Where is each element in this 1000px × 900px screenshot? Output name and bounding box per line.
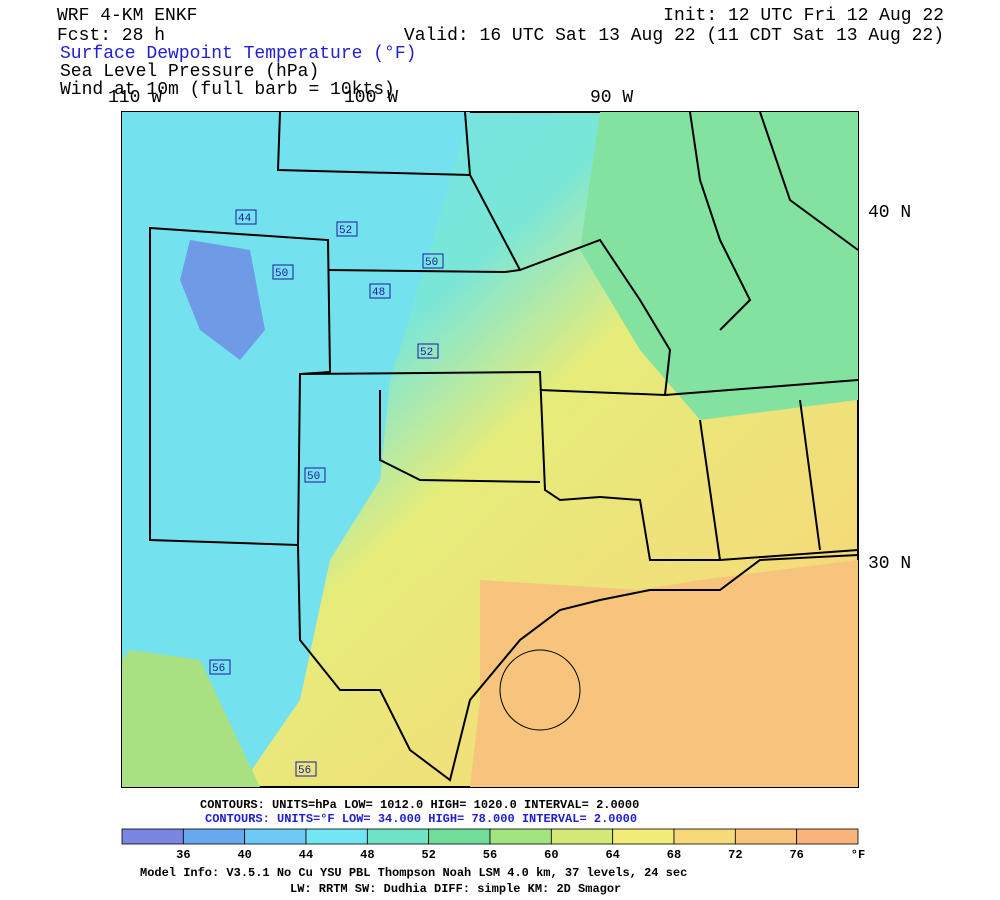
colorbar-unit: °F <box>851 848 865 862</box>
color-box <box>428 828 491 845</box>
colorbar-tick-label: 76 <box>789 848 803 862</box>
contour-info: CONTOURS: UNITS=hPa LOW= 1012.0 HIGH= 10… <box>200 798 639 812</box>
contour-label: 56 <box>212 663 225 675</box>
valid-time: Valid: 16 UTC Sat 13 Aug 22 (11 CDT Sat … <box>404 26 944 46</box>
color-box <box>489 828 552 845</box>
color-box <box>121 828 184 845</box>
contour-labels: 44 52 50 50 48 52 50 56 56 <box>209 209 444 777</box>
contour-label: 50 <box>307 471 320 483</box>
colorbar-tick-label: 64 <box>605 848 619 862</box>
lat-label: 30 N <box>868 554 911 574</box>
model-info: Model Info: V3.5.1 No Cu YSU PBL Thompso… <box>140 866 687 880</box>
model-name: WRF 4-KM ENKF <box>57 6 197 26</box>
color-box <box>305 828 368 845</box>
lat-label: 40 N <box>868 203 911 223</box>
lon-label: 90 W <box>590 88 633 108</box>
color-box <box>734 828 798 845</box>
init-time: Init: 12 UTC Fri 12 Aug 22 <box>663 6 944 26</box>
color-box <box>366 828 430 845</box>
contour-label: 56 <box>298 765 311 777</box>
forecast-hour: Fcst: 28 h <box>57 26 165 46</box>
color-box <box>182 828 246 845</box>
colorbar-tick-label: 72 <box>728 848 742 862</box>
color-box <box>244 828 307 845</box>
lon-label: 110 W <box>108 88 162 108</box>
lon-label: 100 W <box>344 88 398 108</box>
contour-label: 52 <box>339 225 352 237</box>
contour-label: 50 <box>275 268 288 280</box>
colorbar-tick-label: 60 <box>544 848 558 862</box>
colorbar-tick-label: 36 <box>176 848 190 862</box>
colorbar-tick-label: 44 <box>299 848 313 862</box>
colorbar-tick-label: 68 <box>667 848 681 862</box>
field-name: Surface Dewpoint Temperature (°F) <box>60 44 416 64</box>
field-name: Wind at 10m (full barb = 10kts) <box>60 80 395 100</box>
colorbar: 36 40 44 48 52 56 60 64 68 72 76 °F <box>121 828 865 862</box>
colorbar-tick-label: 52 <box>421 848 435 862</box>
contour-label: 44 <box>238 213 252 225</box>
colorbar-tick-label: 48 <box>360 848 374 862</box>
colorbar-tick-label: 40 <box>237 848 251 862</box>
contour-label: 52 <box>420 347 433 359</box>
contour-label: 50 <box>425 257 438 269</box>
map: 44 52 50 50 48 52 50 56 56 <box>121 111 859 788</box>
colorbar-tick-label: 56 <box>483 848 497 862</box>
color-box <box>550 828 614 845</box>
color-box <box>673 828 736 845</box>
field-name: Sea Level Pressure (hPa) <box>60 62 319 82</box>
contour-info: CONTOURS: UNITS=°F LOW= 34.000 HIGH= 78.… <box>205 812 637 826</box>
color-box <box>796 828 859 845</box>
contour-label: 48 <box>372 287 385 299</box>
color-box <box>612 828 675 845</box>
model-info: LW: RRTM SW: Dudhia DIFF: simple KM: 2D … <box>290 882 621 896</box>
